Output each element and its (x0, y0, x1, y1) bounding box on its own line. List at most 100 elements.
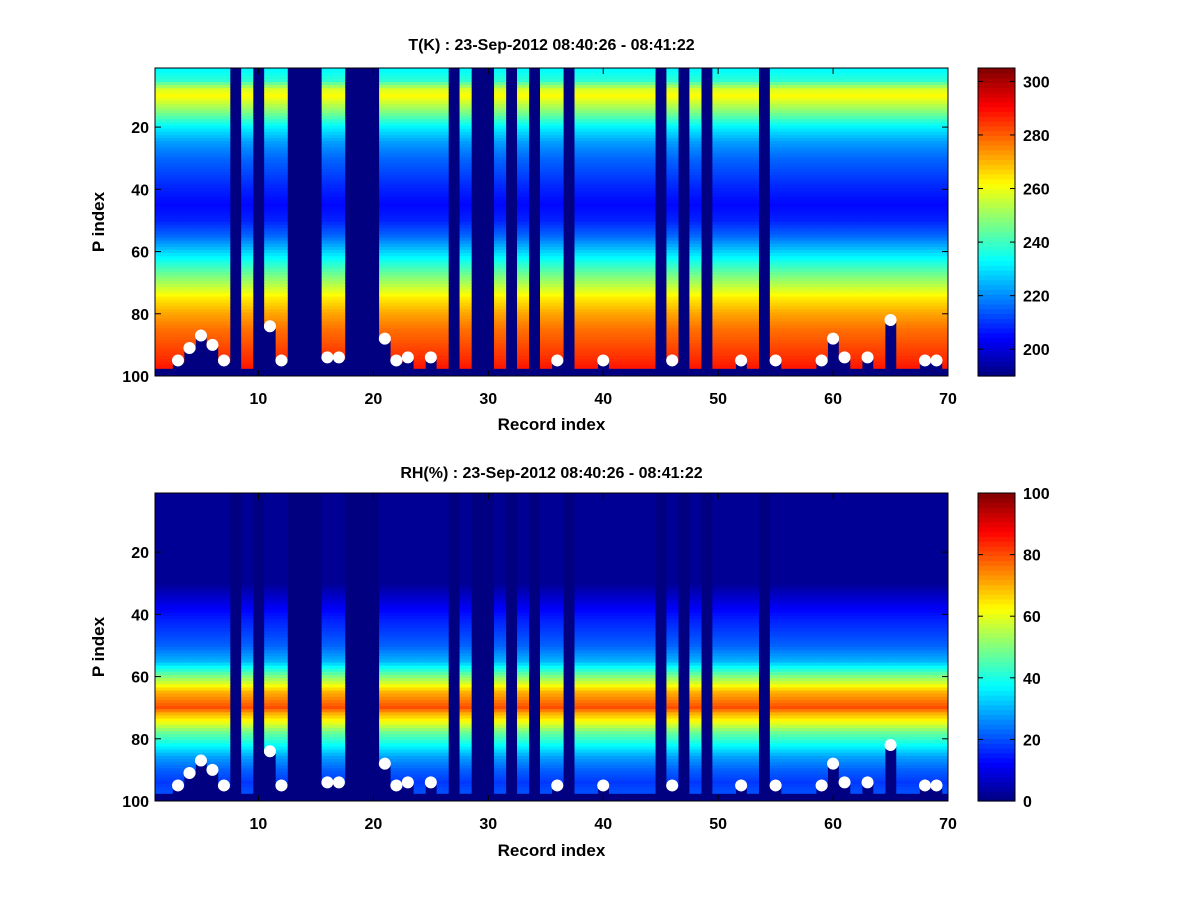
heatmap-cell (735, 200, 748, 204)
heatmap-cell (896, 113, 909, 117)
heatmap-cell (919, 175, 932, 180)
heatmap-cell (321, 184, 334, 189)
heatmap-cell (597, 250, 610, 254)
heatmap-cell (919, 284, 932, 288)
heatmap-cell (459, 362, 472, 366)
heatmap-cell (620, 197, 633, 201)
heatmap-cell (746, 246, 759, 251)
heatmap-cell (827, 78, 840, 83)
heatmap-cell (723, 334, 736, 338)
heatmap-cell (597, 134, 610, 139)
heatmap-cell (643, 97, 656, 102)
heatmap-cell (425, 215, 438, 220)
heatmap-cell (425, 315, 438, 320)
heatmap-cell (907, 302, 920, 307)
heatmap-cell (551, 125, 564, 130)
heatmap-cell (494, 327, 507, 332)
heatmap-cell (402, 82, 415, 86)
heatmap-cell (195, 190, 208, 195)
heatmap-cell (241, 106, 254, 111)
heatmap-cell (930, 302, 943, 307)
heatmap-cell (769, 215, 782, 220)
heatmap-cell (631, 318, 645, 323)
heatmap-cell (379, 159, 392, 164)
heatmap-cell (781, 69, 794, 74)
heatmap-cell (643, 69, 656, 74)
heatmap-cell (631, 290, 645, 295)
heatmap-cell (815, 321, 828, 326)
heatmap-cell (907, 181, 920, 186)
heatmap-cell (459, 159, 472, 164)
heatmap-cell (942, 68, 948, 71)
heatmap-cell (585, 287, 599, 292)
heatmap-cell (402, 85, 415, 89)
heatmap-cell (827, 243, 840, 248)
heatmap-cell (643, 312, 656, 316)
heatmap-cell (827, 259, 840, 264)
heatmap-cell (597, 312, 610, 316)
heatmap-cell (425, 82, 438, 86)
heatmap-cell (723, 144, 736, 148)
heatmap-cell (620, 334, 633, 338)
heatmap-cell (333, 209, 346, 214)
heatmap-cell (540, 324, 553, 329)
heatmap-cell (275, 206, 288, 211)
heatmap-cell (643, 94, 656, 99)
heatmap-cell (884, 91, 897, 96)
heatmap-cell (172, 194, 185, 198)
heatmap-cell (218, 125, 231, 130)
heatmap-cell (585, 197, 599, 201)
heatmap-cell (218, 337, 231, 341)
y-tick-label: 100 (122, 369, 149, 386)
heatmap-cell (873, 281, 886, 285)
heatmap-cell (413, 141, 426, 145)
heatmap-cell (264, 82, 277, 86)
heatmap-cell (850, 250, 863, 254)
heatmap-cell (608, 218, 622, 223)
heatmap-cell (942, 334, 948, 338)
heatmap-cell (390, 209, 403, 214)
heatmap-cell (183, 166, 196, 170)
heatmap-cell (436, 355, 449, 360)
heatmap-cell (896, 312, 909, 316)
heatmap-cell (218, 110, 231, 114)
heatmap-cell (620, 299, 633, 304)
heatmap-cell (735, 243, 748, 248)
heatmap-cell (218, 134, 231, 139)
heatmap-cell (873, 334, 886, 338)
heatmap-cell (160, 355, 173, 360)
heatmap-cell (551, 340, 564, 344)
heatmap-cell (896, 281, 909, 285)
heatmap-cell (723, 243, 736, 248)
heatmap-cell (172, 113, 185, 117)
heatmap-cell (850, 110, 863, 114)
heatmap-cell (517, 125, 530, 130)
heatmap-cell (517, 287, 530, 292)
heatmap-cell (425, 103, 438, 108)
heatmap-cell (930, 134, 943, 139)
heatmap-cell (155, 72, 162, 77)
heatmap-cell (896, 150, 909, 155)
heatmap-cell (804, 131, 817, 136)
heatmap-cell (792, 365, 805, 369)
heatmap-cell (597, 150, 610, 155)
heatmap-cell (551, 259, 564, 264)
heatmap-cell (436, 78, 449, 83)
heatmap-cell (218, 153, 231, 158)
heatmap-cell (436, 150, 449, 155)
heatmap-cell (574, 144, 587, 148)
heatmap-cell (873, 240, 886, 245)
heatmap-cell (930, 116, 943, 120)
heatmap-cell (206, 330, 219, 335)
heatmap-cell (712, 128, 725, 133)
heatmap-cell (436, 69, 449, 74)
heatmap-cell (631, 169, 645, 173)
heatmap-cell (585, 75, 599, 80)
heatmap-cell (666, 122, 679, 127)
heatmap-cell (769, 302, 782, 307)
heatmap-cell (379, 172, 392, 176)
heatmap-cell (425, 69, 438, 74)
heatmap-cell (160, 296, 173, 301)
heatmap-cell (574, 150, 587, 155)
heatmap-cell (884, 184, 897, 189)
